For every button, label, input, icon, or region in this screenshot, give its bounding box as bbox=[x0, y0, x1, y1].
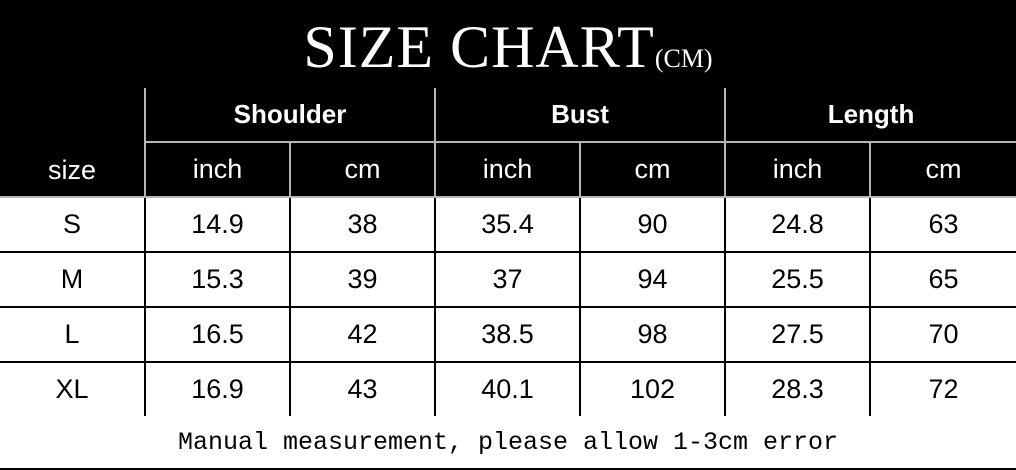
value-cell: 28.3 bbox=[724, 361, 872, 416]
table-row: XL 16.9 43 40.1 102 28.3 72 bbox=[0, 361, 1016, 416]
size-cell: XL bbox=[0, 361, 146, 416]
value-cell: 72 bbox=[869, 361, 1016, 416]
value-cell: 16.5 bbox=[144, 306, 291, 363]
table-row: L 16.5 42 38.5 98 27.5 70 bbox=[0, 306, 1016, 363]
value-cell: 40.1 bbox=[434, 361, 582, 416]
size-header: size bbox=[0, 88, 146, 198]
unit-header: inch bbox=[434, 141, 582, 198]
size-table: size Shoulder Bust Length inch cm inch c… bbox=[0, 88, 1016, 470]
value-cell: 102 bbox=[579, 361, 727, 416]
value-cell: 65 bbox=[869, 251, 1016, 308]
value-cell: 39 bbox=[288, 251, 437, 308]
table-row: M 15.3 39 37 94 25.5 65 bbox=[0, 251, 1016, 308]
unit-header: inch bbox=[724, 141, 872, 198]
group-header-length: Length bbox=[724, 88, 1016, 143]
title-unit: (CM) bbox=[654, 44, 713, 73]
value-cell: 43 bbox=[288, 361, 437, 416]
value-cell: 70 bbox=[869, 306, 1016, 363]
value-cell: 37 bbox=[434, 251, 582, 308]
value-cell: 94 bbox=[579, 251, 727, 308]
value-cell: 16.9 bbox=[144, 361, 291, 416]
unit-header: inch bbox=[145, 141, 291, 198]
footnote: Manual measurement, please allow 1-3cm e… bbox=[0, 416, 1016, 470]
value-cell: 63 bbox=[869, 197, 1016, 253]
table-row: S 14.9 38 35.4 90 24.8 63 bbox=[0, 197, 1016, 253]
unit-header: cm bbox=[869, 141, 1016, 198]
chart-title: SIZE CHART (CM) bbox=[0, 0, 1016, 88]
title-text: SIZE CHART bbox=[303, 13, 655, 80]
value-cell: 15.3 bbox=[144, 251, 291, 308]
group-header-shoulder: Shoulder bbox=[143, 88, 437, 143]
size-cell: L bbox=[0, 306, 146, 363]
unit-header: cm bbox=[579, 141, 727, 198]
value-cell: 98 bbox=[579, 306, 727, 363]
value-cell: 38 bbox=[288, 197, 437, 253]
group-header-bust: Bust bbox=[434, 88, 727, 143]
unit-header: cm bbox=[288, 141, 437, 198]
size-cell: S bbox=[0, 197, 146, 253]
value-cell: 25.5 bbox=[724, 251, 872, 308]
value-cell: 14.9 bbox=[144, 197, 291, 253]
value-cell: 35.4 bbox=[434, 197, 582, 253]
value-cell: 90 bbox=[579, 197, 727, 253]
value-cell: 27.5 bbox=[724, 306, 872, 363]
size-cell: M bbox=[0, 251, 146, 308]
value-cell: 38.5 bbox=[434, 306, 582, 363]
value-cell: 42 bbox=[288, 306, 437, 363]
value-cell: 24.8 bbox=[724, 197, 872, 253]
